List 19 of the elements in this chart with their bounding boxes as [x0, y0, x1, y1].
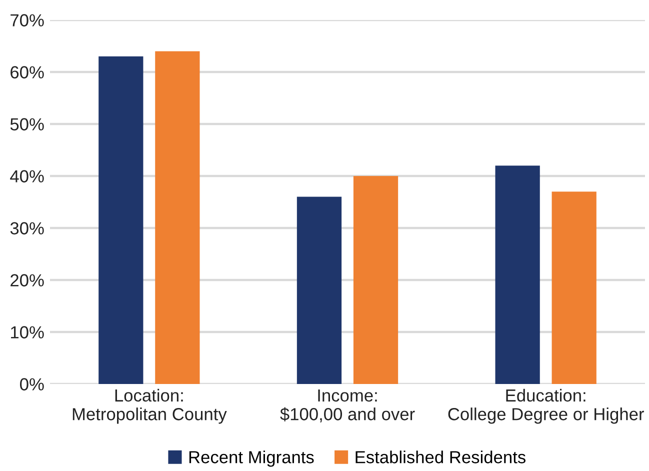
y-tick-label: 40% — [10, 170, 44, 182]
y-tick-label: 60% — [10, 66, 44, 78]
y-tick-label: 0% — [20, 378, 44, 390]
bar — [155, 51, 200, 384]
x-tick-label: Income: $100,00 and over — [280, 390, 415, 422]
y-tick-label: 10% — [11, 326, 44, 338]
x-tick-label: Education: College Degree or Higher — [448, 388, 644, 424]
y-tick-label: 70% — [10, 14, 44, 26]
bar — [296, 196, 342, 384]
y-tick-label: 30% — [10, 222, 44, 234]
y-tick-label: 20% — [10, 274, 44, 286]
legend-label: Established Residents — [356, 450, 526, 464]
x-tick-label: Location: Metropolitan County — [72, 388, 227, 424]
bar — [552, 192, 596, 384]
bar — [353, 176, 398, 384]
legend-label: Recent Migrants — [189, 450, 314, 467]
bar — [495, 166, 540, 384]
bar — [98, 56, 144, 384]
y-tick-label: 50% — [10, 118, 44, 130]
